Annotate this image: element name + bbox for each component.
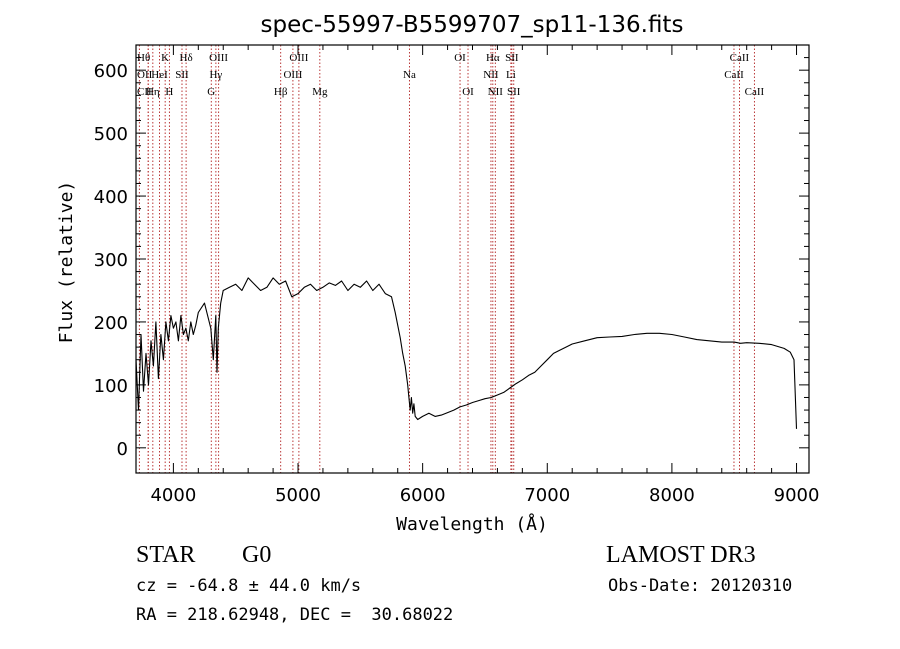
line-label-k: K [161,52,169,64]
x-tick-label: 5000 [275,485,321,506]
y-tick-label: 0 [117,439,128,460]
y-tick-label: 600 [94,61,128,82]
line-label-oi: OI [462,86,474,98]
y-axis-label: Flux (relative) [56,181,77,344]
y-tick-label: 200 [94,313,128,334]
survey-name: LAMOST DR3 [606,542,756,568]
y-tick-label: 500 [94,124,128,145]
line-label-h: H [165,86,173,98]
line-label-oiii: OIII [209,52,228,64]
line-label-hδ: Hδ [180,52,193,64]
object-subclass: G0 [242,542,271,568]
spectral-line-markers [138,45,755,473]
line-label-oi: OI [454,52,466,64]
line-label-mg: Mg [312,86,328,98]
line-label-nii: NII [488,86,504,98]
plot-frame [135,44,810,474]
chart-title: spec-55997-B5599707_sp11-136.fits [261,12,684,38]
line-label-hθ: Hθ [137,52,150,64]
line-label-nii: NII [483,69,499,81]
line-label-oii: OII [137,69,153,81]
x-tick-label: 8000 [649,485,695,506]
y-axis: 0 100 200 300 400 500 600 [94,57,809,460]
line-label-hβ: Hβ [274,86,288,98]
line-label-sii: SII [175,69,189,81]
line-label-caii: CaII [745,86,765,98]
line-label-hγ: Hγ [209,69,222,81]
line-label-oiii: OIII [289,52,308,64]
line-label-sii: SII [507,86,521,98]
object-class: STAR [136,542,195,568]
line-label-hα: Hα [486,52,500,64]
x-tick-label: 4000 [150,485,196,506]
x-tick-label: 7000 [524,485,570,506]
line-label-na: Na [403,69,416,81]
x-axis-label: Wavelength (Å) [396,513,548,535]
spectrum-series [135,277,798,429]
line-label-caii: CaII [730,52,750,64]
spectral-line-labels: OIIHθCIIHηHeIKHSIIHδGHγOIIIHβOIIIOIIIMgN… [137,52,765,98]
x-tick-label: 9000 [774,485,820,506]
y-tick-label: 100 [94,376,128,397]
redshift-text: cz = -64.8 ± 44.0 km/s [136,576,361,596]
obs-date: Obs-Date: 20120310 [608,576,792,596]
line-label-oiii: OIII [283,69,302,81]
x-tick-label: 6000 [400,485,446,506]
x-axis: 4000 5000 6000 7000 8000 9000 [150,45,819,506]
line-label-hη: Hη [146,86,160,98]
line-label-sii: SII [505,52,519,64]
y-tick-label: 400 [94,187,128,208]
coordinates-text: RA = 218.62948, DEC = 30.68022 [136,605,453,625]
line-label-caii: CaII [724,69,744,81]
line-label-hei: HeI [151,69,168,81]
y-tick-label: 300 [94,250,128,271]
line-label-li: Li [506,69,516,81]
line-label-g: G [207,86,215,98]
